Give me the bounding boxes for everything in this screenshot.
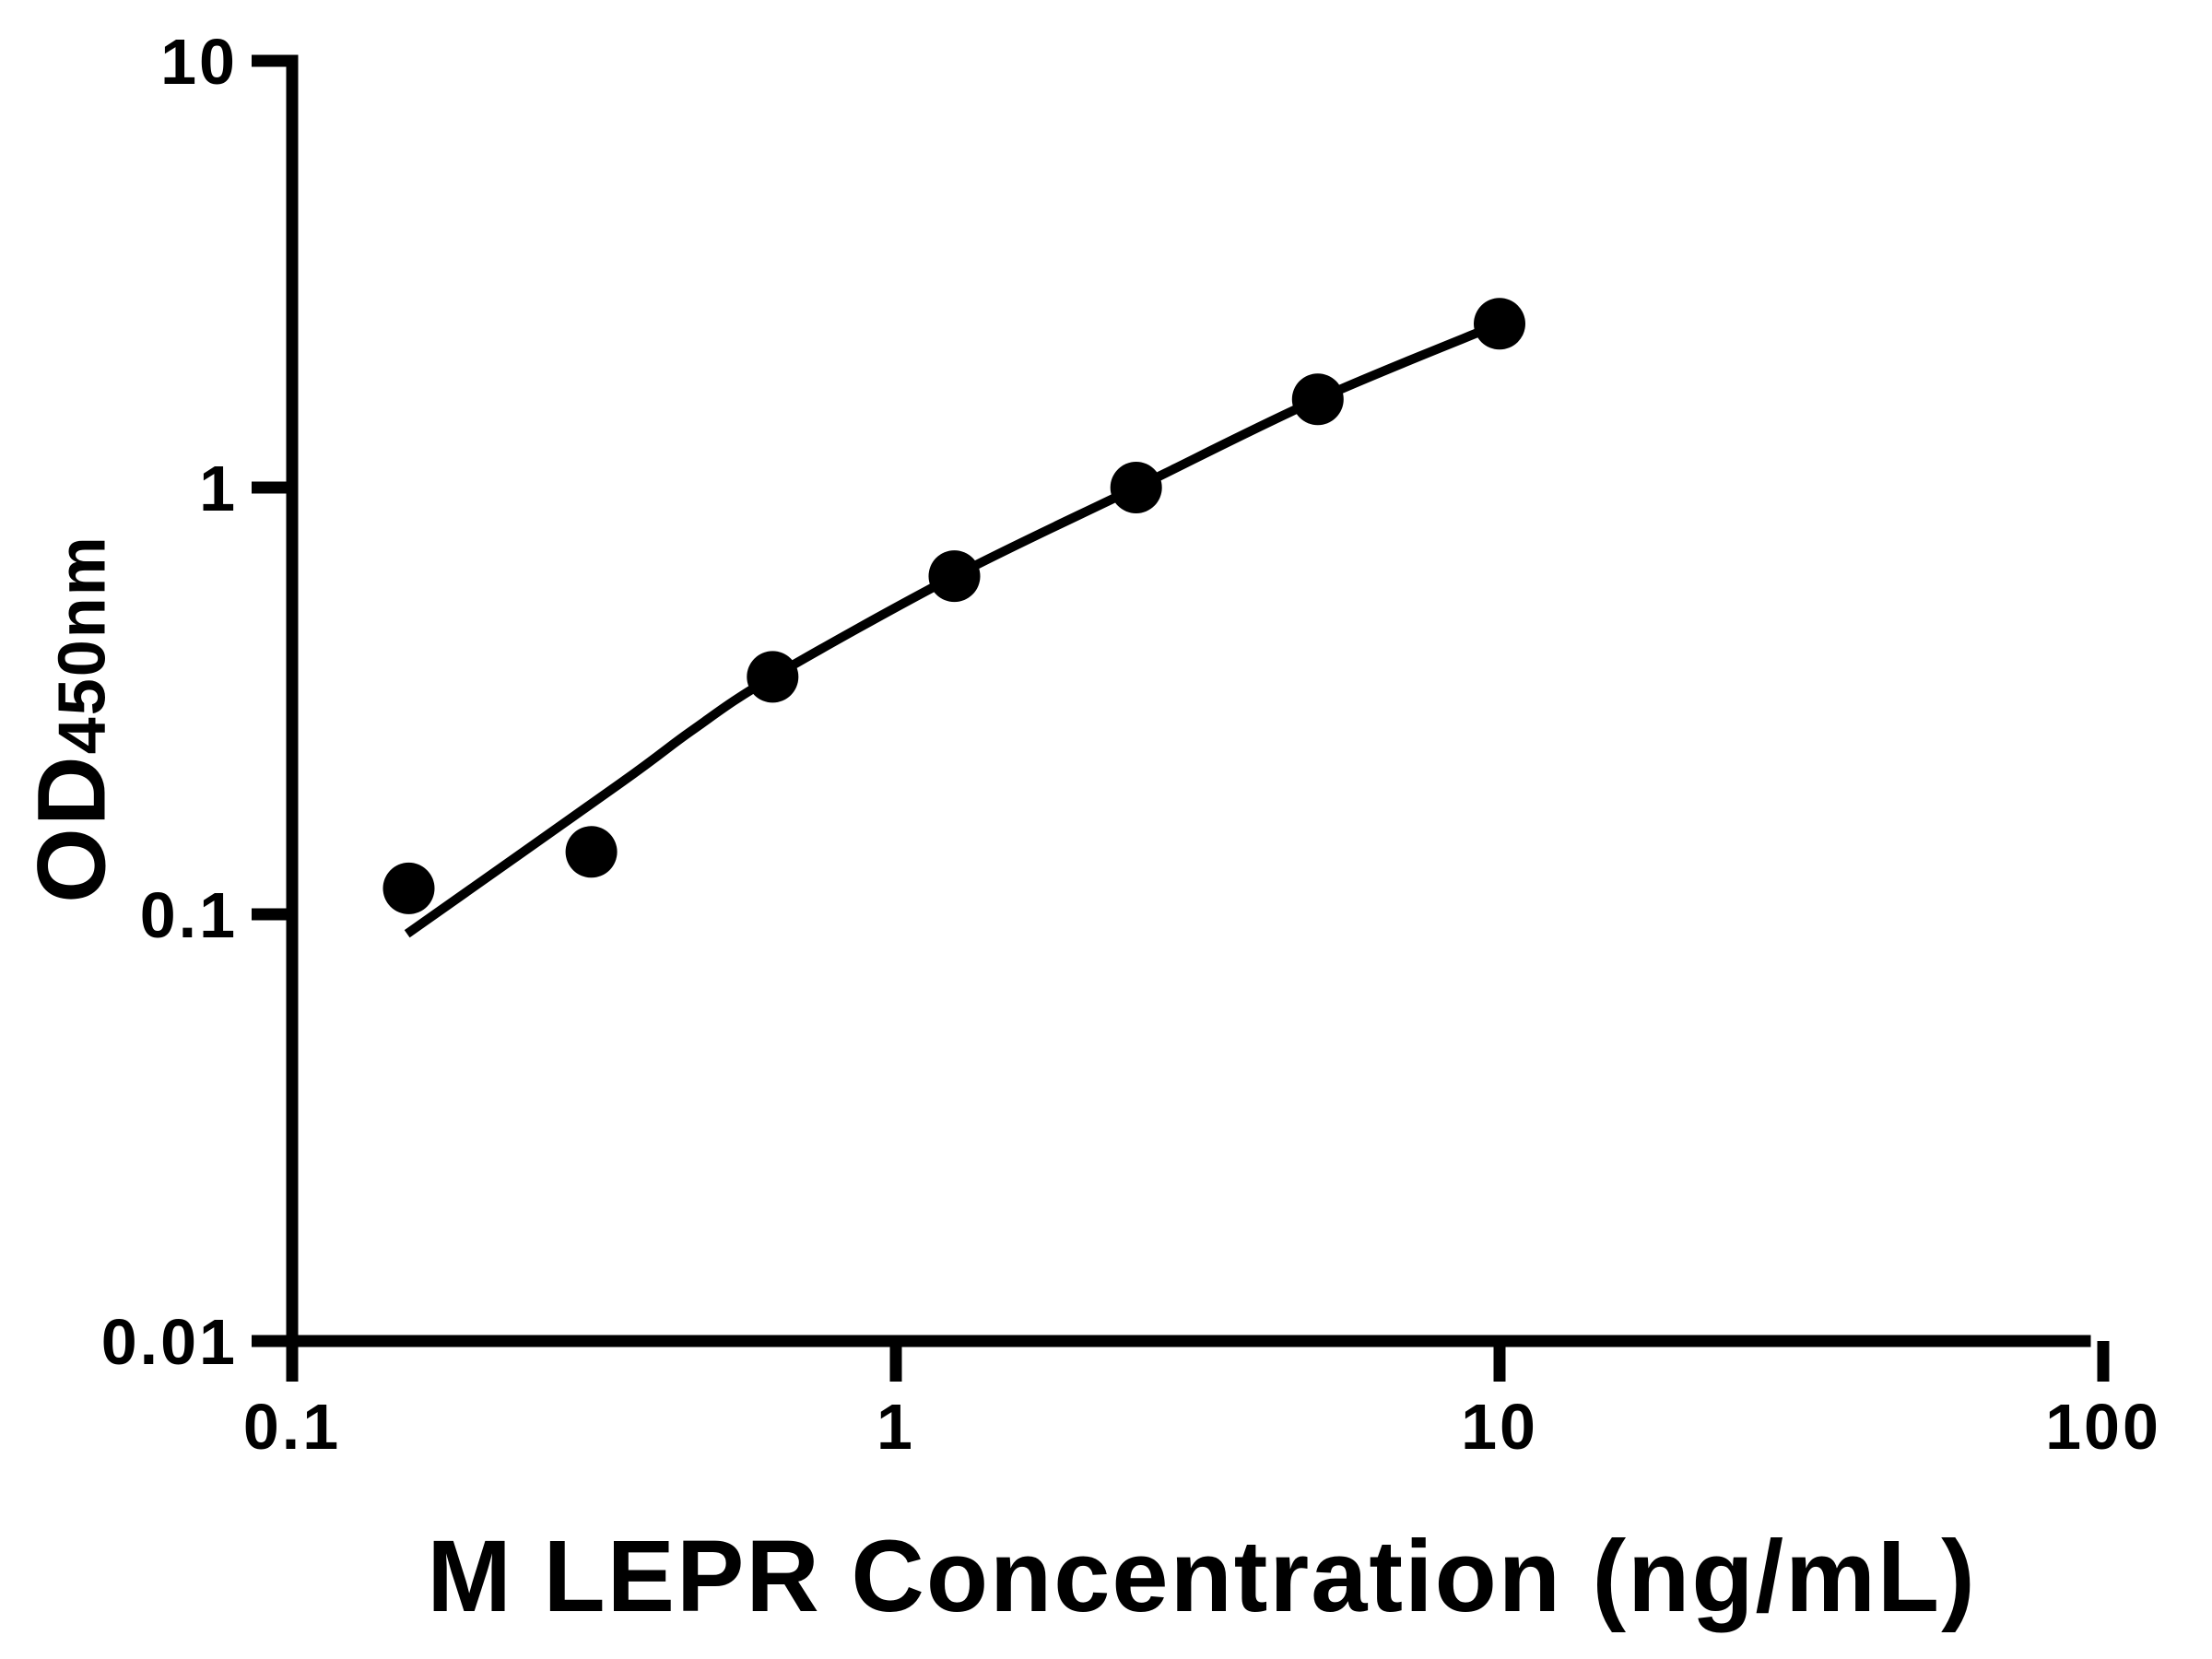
y-axis-title-sub: 450nm <box>45 535 120 755</box>
y-axis-title-main: OD <box>18 754 126 903</box>
y-axis-title: OD450nm <box>18 535 126 903</box>
x-tick-label: 100 <box>2045 1391 2161 1463</box>
x-tick-label: 0.1 <box>243 1391 341 1463</box>
x-axis-title: M LEPR Concentration (ng/mL) <box>427 1520 1977 1633</box>
data-point <box>1110 462 1162 513</box>
y-tick-label: 0.1 <box>140 879 238 951</box>
data-point <box>1474 298 1525 350</box>
data-point <box>382 862 435 914</box>
x-tick-label: 10 <box>1461 1391 1538 1463</box>
data-point <box>747 651 799 703</box>
data-point <box>928 550 981 603</box>
data-point <box>565 826 618 878</box>
y-tick-label: 1 <box>199 453 238 524</box>
y-tick-label: 10 <box>160 26 238 98</box>
x-tick-label: 1 <box>877 1391 915 1463</box>
y-tick-label: 0.01 <box>101 1306 238 1378</box>
data-point <box>1291 373 1344 426</box>
